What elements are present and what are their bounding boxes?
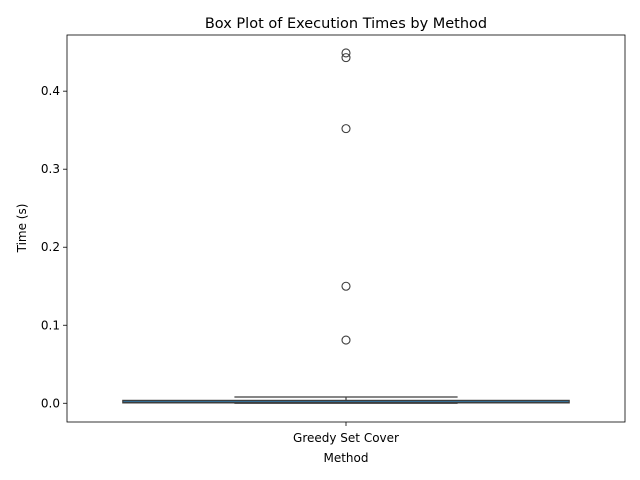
outlier-point: [341, 53, 351, 63]
y-tick-label: 0.3: [41, 162, 60, 176]
outlier-point: [341, 281, 351, 291]
chart-title: Box Plot of Execution Times by Method: [205, 16, 487, 32]
outlier-point: [341, 48, 351, 58]
y-axis: 0.0 0.1 0.2 0.3 0.4: [41, 84, 67, 410]
y-tick-label: 0.0: [41, 396, 60, 410]
outlier-point: [341, 124, 351, 134]
y-tick-label: 0.1: [41, 318, 60, 332]
box-series: [122, 48, 570, 404]
box-group: [122, 48, 570, 404]
y-axis-title: Time (s): [15, 204, 29, 254]
y-tick-label: 0.2: [41, 240, 60, 254]
x-axis: Greedy Set Cover: [293, 422, 399, 445]
plot-area-frame: [66, 34, 626, 423]
outlier-point: [341, 335, 351, 345]
y-tick-label: 0.4: [41, 84, 60, 98]
x-axis-title: Method: [323, 451, 368, 465]
x-tick-label: Greedy Set Cover: [293, 431, 399, 445]
